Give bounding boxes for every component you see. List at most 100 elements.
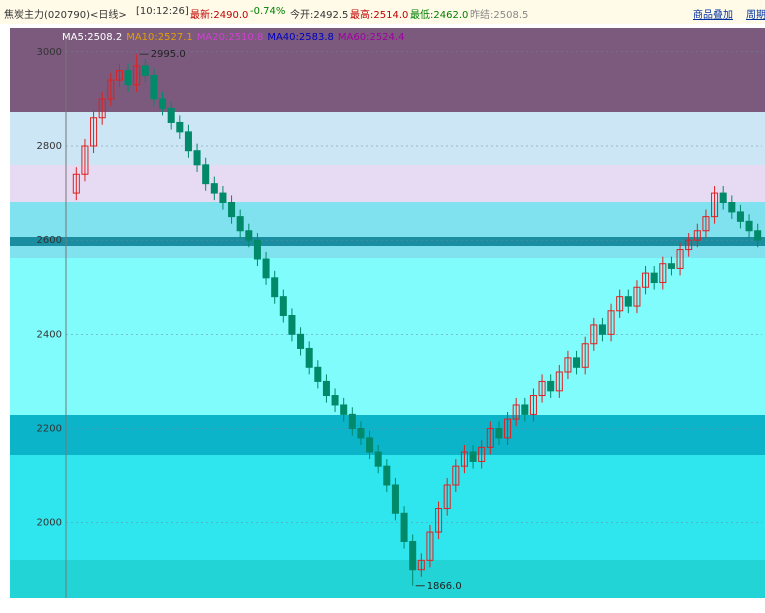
quote-low: 最低:2462.0	[410, 10, 469, 21]
candle-body	[322, 380, 330, 397]
bg-band	[10, 165, 765, 202]
candle-body	[460, 451, 468, 467]
candle-body	[702, 216, 710, 232]
candle-body	[452, 465, 460, 486]
candle-body	[676, 249, 684, 269]
annotation: 2995.0	[151, 49, 186, 60]
candle-body	[538, 380, 546, 397]
candle-body	[426, 531, 434, 561]
candle-body	[253, 239, 261, 260]
candle-body	[150, 74, 158, 100]
candle-body	[573, 357, 581, 368]
quote-bar: 焦炭主力(020790)<日线> [10:12:26] 最新:2490.0 -0…	[0, 0, 765, 24]
annotation: 1866.0	[427, 581, 462, 592]
y-tick-label: 3000	[37, 47, 62, 58]
candle-body	[469, 451, 477, 462]
ma-label: MA60:2524.4	[338, 32, 405, 43]
bg-band	[10, 202, 765, 258]
candle-body	[564, 357, 572, 373]
candle-body	[81, 145, 89, 175]
candle-body	[383, 465, 391, 486]
candle-body	[667, 263, 675, 269]
quote-last: 最新:2490.0	[190, 10, 249, 21]
candle-body	[598, 324, 606, 335]
candle-body	[590, 324, 598, 345]
ma-label: MA10:2527.1	[126, 32, 193, 43]
candle-body	[521, 404, 529, 415]
candle-body	[624, 296, 632, 307]
candle-body	[305, 347, 313, 368]
candle-body	[400, 512, 408, 542]
candle-body	[279, 296, 287, 316]
candle-body	[581, 343, 589, 368]
candle-body	[409, 541, 417, 571]
quote-open: 今开:2492.5	[290, 10, 349, 21]
candle-body	[659, 263, 667, 284]
candle-body	[642, 272, 650, 288]
candle-body	[176, 121, 184, 133]
bg-band	[10, 415, 765, 455]
candle-body	[504, 418, 512, 439]
overlay-button[interactable]: 商品叠加	[693, 10, 733, 21]
candle-body	[271, 277, 279, 298]
candle-body	[228, 202, 236, 218]
candle-body	[685, 239, 693, 251]
candle-body	[184, 131, 192, 152]
y-tick-label: 2200	[37, 424, 62, 435]
candle-body	[719, 192, 727, 203]
candle-body	[435, 508, 443, 533]
quote-time: [10:12:26]	[136, 6, 189, 17]
candle-body	[72, 173, 80, 194]
ma-label: MA20:2510.8	[197, 32, 264, 43]
candle-body	[202, 164, 210, 185]
candle-body	[374, 451, 382, 467]
candle-body	[236, 216, 244, 232]
y-tick-label: 2600	[37, 235, 62, 246]
candle-body	[133, 65, 141, 86]
period-button[interactable]: 周期	[746, 10, 765, 21]
candle-body	[547, 380, 555, 392]
ma-label: MA40:2583.8	[267, 32, 334, 43]
candle-body	[443, 484, 451, 510]
candle-body	[314, 366, 322, 382]
candle-body	[616, 296, 624, 312]
bg-band	[10, 112, 765, 165]
candle-body	[754, 230, 762, 241]
y-tick-label: 2000	[37, 518, 62, 529]
candle-body	[141, 65, 149, 76]
bg-band	[10, 237, 765, 246]
ma-label: MA5:2508.2	[62, 32, 122, 43]
candle-body	[124, 70, 132, 86]
bg-band	[10, 28, 765, 112]
candle-body	[90, 117, 98, 147]
candle-body	[167, 107, 175, 123]
candle-body	[607, 310, 615, 335]
candle-body	[193, 150, 201, 166]
candle-body	[366, 437, 374, 453]
quote-high: 最高:2514.0	[350, 10, 409, 21]
candle-body	[210, 183, 218, 194]
candle-body	[745, 220, 753, 232]
candle-body	[107, 79, 115, 100]
candle-body	[736, 211, 744, 222]
y-tick-label: 2400	[37, 329, 62, 340]
candle-body	[495, 428, 503, 439]
candle-body	[391, 484, 399, 514]
candle-body	[331, 395, 339, 406]
candle-body	[115, 70, 123, 81]
candle-body	[512, 404, 520, 420]
candle-body	[486, 428, 494, 448]
bg-band	[10, 258, 765, 415]
candle-body	[288, 315, 296, 335]
candle-body	[417, 559, 425, 571]
candle-body	[159, 98, 167, 109]
candle-body	[633, 286, 641, 307]
candle-body	[529, 395, 537, 415]
quote-change: -0.74%	[250, 6, 286, 17]
candle-body	[478, 446, 486, 462]
candle-body	[262, 258, 270, 279]
candle-body	[98, 98, 106, 119]
candle-body	[219, 192, 227, 203]
candle-body	[245, 230, 253, 241]
